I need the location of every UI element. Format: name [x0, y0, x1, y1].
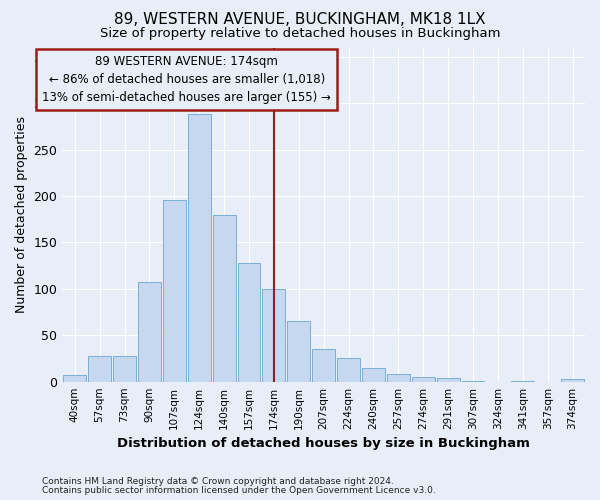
Y-axis label: Number of detached properties: Number of detached properties	[15, 116, 28, 313]
Text: Contains public sector information licensed under the Open Government Licence v3: Contains public sector information licen…	[42, 486, 436, 495]
Bar	[238, 263, 260, 382]
Bar	[188, 114, 211, 382]
X-axis label: Distribution of detached houses by size in Buckingham: Distribution of detached houses by size …	[117, 437, 530, 450]
Bar	[362, 368, 385, 382]
Bar	[561, 379, 584, 382]
Bar	[163, 200, 186, 382]
Text: 89 WESTERN AVENUE: 174sqm
← 86% of detached houses are smaller (1,018)
13% of se: 89 WESTERN AVENUE: 174sqm ← 86% of detac…	[43, 55, 331, 104]
Bar	[262, 289, 286, 382]
Bar	[63, 375, 86, 382]
Bar	[312, 349, 335, 382]
Bar	[212, 214, 236, 382]
Bar	[511, 381, 534, 382]
Bar	[412, 377, 434, 382]
Bar	[337, 358, 360, 382]
Bar	[138, 282, 161, 382]
Text: Size of property relative to detached houses in Buckingham: Size of property relative to detached ho…	[100, 28, 500, 40]
Bar	[461, 381, 484, 382]
Text: Contains HM Land Registry data © Crown copyright and database right 2024.: Contains HM Land Registry data © Crown c…	[42, 477, 394, 486]
Bar	[113, 356, 136, 382]
Bar	[88, 356, 111, 382]
Bar	[287, 322, 310, 382]
Text: 89, WESTERN AVENUE, BUCKINGHAM, MK18 1LX: 89, WESTERN AVENUE, BUCKINGHAM, MK18 1LX	[114, 12, 486, 28]
Bar	[437, 378, 460, 382]
Bar	[387, 374, 410, 382]
